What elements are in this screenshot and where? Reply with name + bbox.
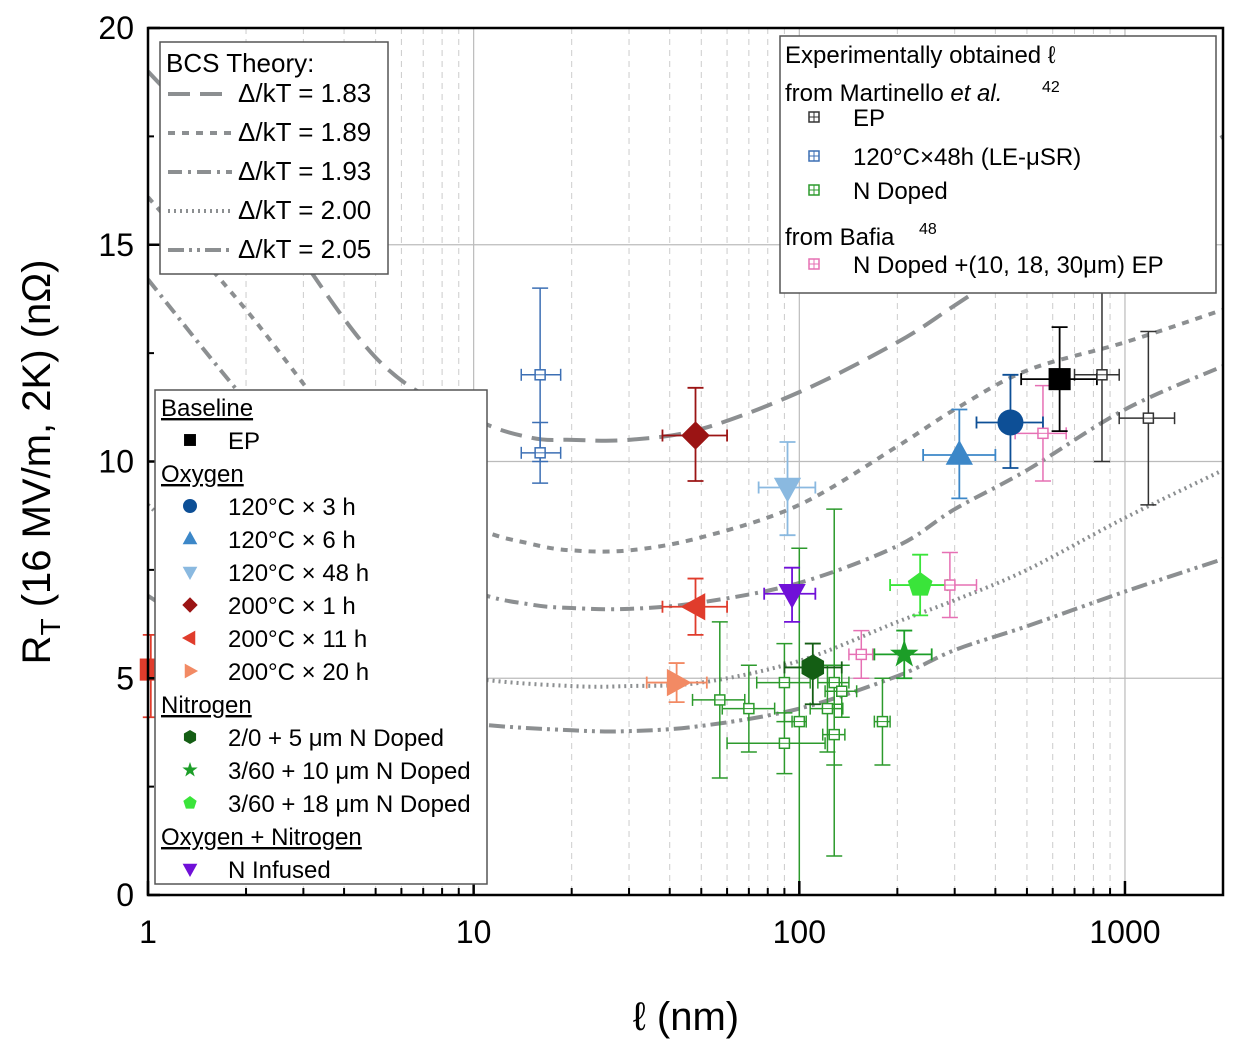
measured-legend-swatch xyxy=(182,597,198,613)
measured-legend-label: 120°C × 48 h xyxy=(228,560,369,587)
measured-legend-label: 200°C × 11 h xyxy=(228,626,367,653)
x-tick-label: 10 xyxy=(456,914,492,950)
bcs-legend-title: BCS Theory: xyxy=(166,48,314,78)
lit-legend-label: EP xyxy=(853,105,885,132)
measured-legend-label: 120°C × 3 h xyxy=(228,494,356,521)
measured-legend-heading: Oxygen xyxy=(161,461,244,488)
measured-point-marker xyxy=(890,639,919,667)
measured-legend-heading: Nitrogen xyxy=(161,692,252,719)
bcs-theory-legend: BCS Theory: Δ/kT = 1.83 Δ/kT = 1.89 Δ/kT =… xyxy=(159,41,389,275)
measured-point-marker xyxy=(666,668,692,697)
measured-legend-label: 2/0 + 5 μm N Doped xyxy=(228,725,444,752)
axis-ticks: 1 10 100 1000 0 5 10 15 20 xyxy=(98,10,1224,950)
measured-legend-label: N Infused xyxy=(228,857,331,884)
y-tick-label: 15 xyxy=(98,227,134,263)
lit-legend-label: 120°C×48h (LE-μSR) xyxy=(853,144,1081,171)
measured-legend: Baseline EP Oxygen 120°C × 3 h 120°C × 6 h 12… xyxy=(154,389,488,885)
measured-point-marker xyxy=(907,572,933,596)
lit-legend-ref1: 42 xyxy=(1042,79,1060,96)
lit-legend-title1: Experimentally obtained ℓ xyxy=(785,42,1056,69)
bcs-legend-label: Δ/kT = 2.05 xyxy=(238,234,371,264)
measured-legend-label: 200°C × 1 h xyxy=(228,593,356,620)
x-tick-label: 100 xyxy=(773,914,826,950)
measured-legend-heading: Oxygen + Nitrogen xyxy=(161,824,362,851)
y-tick-label: 20 xyxy=(98,10,134,46)
measured-point-marker xyxy=(681,421,710,450)
measured-legend-label: 120°C × 6 h xyxy=(228,527,356,554)
x-tick-label: 1 xyxy=(139,914,157,950)
bcs-legend-label: Δ/kT = 1.83 xyxy=(238,78,371,108)
lit-legend-title3: from Bafia xyxy=(785,224,895,251)
y-tick-label: 10 xyxy=(98,444,134,480)
bcs-curve-1 xyxy=(148,195,1223,554)
bcs-legend-label: Δ/kT = 1.89 xyxy=(238,117,371,147)
y-axis-label-main: R xyxy=(15,636,59,665)
measured-legend-swatch xyxy=(183,730,197,744)
bcs-legend-label: Δ/kT = 1.93 xyxy=(238,156,371,186)
measured-legend-swatch xyxy=(182,863,198,878)
y-axis-label-sub: T xyxy=(35,618,66,635)
measured-point-marker xyxy=(778,583,806,609)
measured-legend-swatch xyxy=(181,630,196,646)
x-axis-label: ℓ (nm) xyxy=(633,995,739,1039)
measured-legend-swatch xyxy=(184,663,199,679)
y-tick-label: 0 xyxy=(116,877,134,913)
y-tick-label: 5 xyxy=(116,660,134,696)
measured-legend-label: 200°C × 20 h xyxy=(228,659,369,686)
measured-legend-label: 3/60 + 10 μm N Doped xyxy=(228,758,471,785)
measured-legend-swatch xyxy=(183,796,197,809)
measured-legend-heading: Baseline xyxy=(161,395,253,422)
lit-legend-label: N Doped +(10, 18, 30μm) EP xyxy=(853,252,1164,279)
literature-legend: Experimentally obtained ℓ from Martinell… xyxy=(779,35,1217,294)
measured-point-marker xyxy=(773,477,802,503)
measured-legend-swatch xyxy=(182,530,198,545)
y-axis-label: RT (16 MV/m, 2K) (nΩ) xyxy=(15,260,66,665)
lit-legend-title2a: from Martinello xyxy=(785,80,950,107)
measured-point-marker xyxy=(1048,368,1071,391)
measured-point-marker xyxy=(680,593,706,621)
lit-legend-ref2: 48 xyxy=(919,221,937,238)
lit-legend-label: N Doped xyxy=(853,178,948,205)
y-axis-label-rest: (16 MV/m, 2K) (nΩ) xyxy=(15,260,59,619)
measured-legend-swatch xyxy=(182,566,198,581)
measured-legend-swatch xyxy=(183,499,197,513)
x-tick-label: 1000 xyxy=(1089,914,1160,950)
measured-legend-swatch xyxy=(182,761,198,777)
measured-point-marker xyxy=(997,409,1024,436)
measured-legend-swatch xyxy=(184,434,196,446)
markers xyxy=(139,368,1155,750)
measured-point-marker xyxy=(945,440,973,465)
measured-legend-label: 3/60 + 18 μm N Doped xyxy=(228,791,471,818)
measured-legend-label: EP xyxy=(228,428,260,455)
lit-legend-title2: from Martinello et al. xyxy=(785,80,1002,107)
lit-legend-title2b: et al. xyxy=(950,80,1002,107)
measured-point-marker xyxy=(801,654,825,681)
bcs-legend-label: Δ/kT = 2.00 xyxy=(238,195,371,225)
